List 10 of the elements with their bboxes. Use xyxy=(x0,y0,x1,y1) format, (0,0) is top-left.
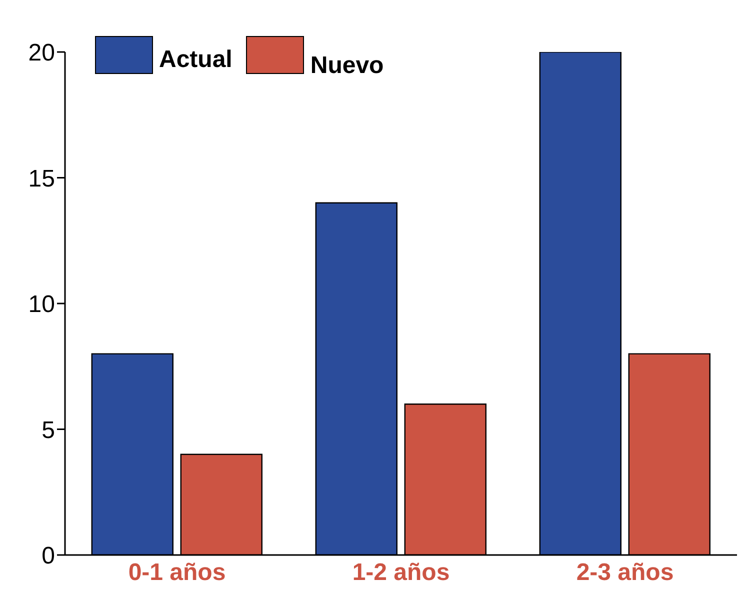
x-tick-label: 1-2 años xyxy=(352,559,450,586)
legend-label: Nuevo xyxy=(310,52,384,80)
legend-label: Actual xyxy=(159,46,232,74)
y-tick-label: 10 xyxy=(28,291,55,318)
x-tick-label: 0-1 años xyxy=(128,559,226,586)
y-tick-label: 20 xyxy=(28,40,55,67)
y-tick-label: 0 xyxy=(42,542,55,570)
x-tick-label: 2-3 años xyxy=(576,559,674,586)
y-tick-label: 5 xyxy=(42,416,55,444)
y-tick-label: 15 xyxy=(28,165,55,192)
